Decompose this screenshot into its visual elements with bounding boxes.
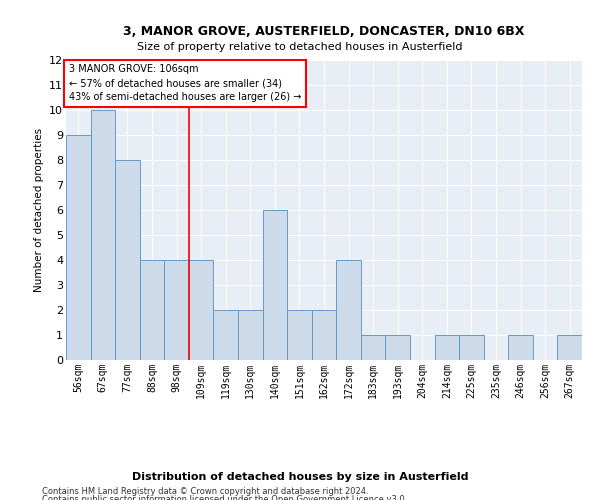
Bar xyxy=(459,335,484,360)
Bar xyxy=(312,310,336,360)
Bar xyxy=(557,335,582,360)
Bar xyxy=(508,335,533,360)
Text: 3 MANOR GROVE: 106sqm
← 57% of detached houses are smaller (34)
43% of semi-deta: 3 MANOR GROVE: 106sqm ← 57% of detached … xyxy=(68,64,301,102)
Bar xyxy=(164,260,189,360)
Bar xyxy=(287,310,312,360)
Text: Distribution of detached houses by size in Austerfield: Distribution of detached houses by size … xyxy=(132,472,468,482)
Bar xyxy=(66,135,91,360)
Text: Contains HM Land Registry data © Crown copyright and database right 2024.: Contains HM Land Registry data © Crown c… xyxy=(42,488,368,496)
Y-axis label: Number of detached properties: Number of detached properties xyxy=(34,128,44,292)
Text: Size of property relative to detached houses in Austerfield: Size of property relative to detached ho… xyxy=(137,42,463,52)
Bar xyxy=(238,310,263,360)
Bar xyxy=(263,210,287,360)
Bar xyxy=(189,260,214,360)
Bar xyxy=(361,335,385,360)
Bar xyxy=(336,260,361,360)
Bar xyxy=(434,335,459,360)
Bar xyxy=(140,260,164,360)
Bar xyxy=(385,335,410,360)
Bar xyxy=(91,110,115,360)
Bar xyxy=(115,160,140,360)
Text: Contains public sector information licensed under the Open Government Licence v3: Contains public sector information licen… xyxy=(42,495,407,500)
Title: 3, MANOR GROVE, AUSTERFIELD, DONCASTER, DN10 6BX: 3, MANOR GROVE, AUSTERFIELD, DONCASTER, … xyxy=(124,25,524,38)
Bar xyxy=(214,310,238,360)
